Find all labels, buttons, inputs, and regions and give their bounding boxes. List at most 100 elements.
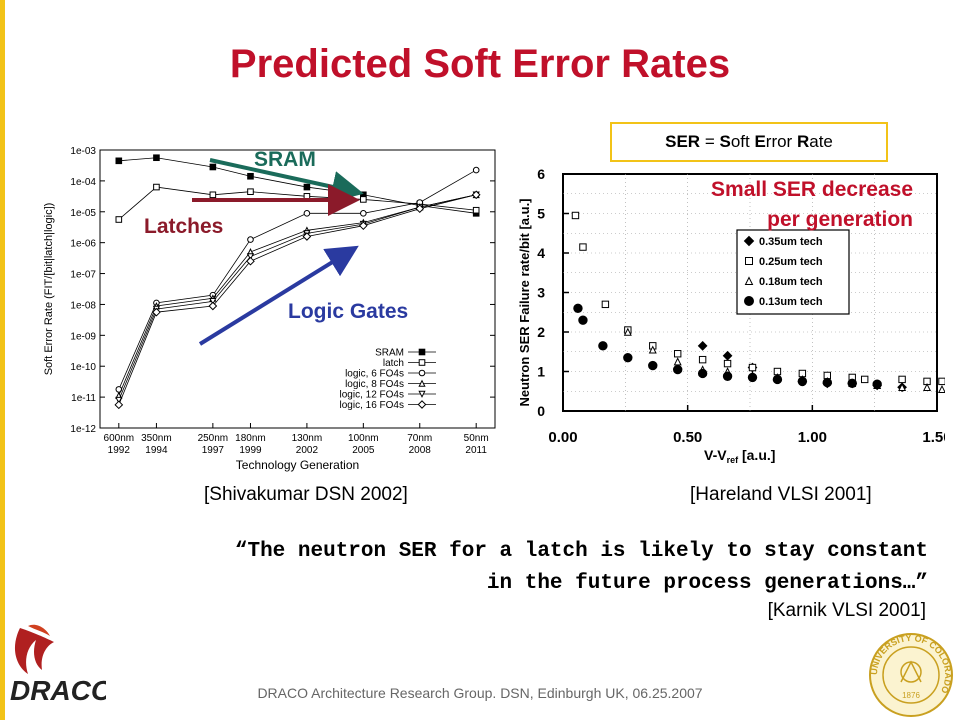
legend-marker	[744, 276, 754, 285]
data-point	[209, 191, 217, 199]
data-point	[648, 360, 658, 371]
left-chart-axes: 1e-03 1e-04 1e-05 1e-06 1e-07 1e-08 1e-09 1e-10…	[43, 146, 496, 472]
data-point	[153, 183, 160, 191]
quote-line-2: in the future process generations…”	[486, 572, 928, 595]
data-point	[722, 350, 733, 361]
series-0-13um-tech	[573, 303, 882, 389]
ser-abbrev: SER	[665, 132, 701, 151]
legend-marker	[743, 235, 755, 247]
data-point	[723, 359, 732, 368]
quote-line-1: “The neutron SER for a latch is likely t…	[234, 540, 928, 563]
left-x-axis-label: Technology Generation	[236, 458, 359, 472]
legend-label: 0.13um tech	[759, 296, 823, 308]
legend-label: SRAM	[375, 348, 404, 359]
series-line	[118, 194, 477, 401]
left-x-tick-label: 600nm	[104, 433, 135, 444]
legend-label: 0.35um tech	[759, 236, 823, 248]
footer: DRACO Architecture Research Group. DSN, …	[257, 685, 703, 701]
left-chart-series	[114, 154, 481, 410]
data-point	[246, 253, 255, 261]
data-point	[114, 400, 124, 410]
data-point	[579, 243, 587, 251]
data-point	[698, 355, 707, 364]
right-chart-legend: 0.35um tech 0.25um tech 0.18um tech 0.13um …	[736, 229, 850, 315]
ser-decrease-annotation-1: Small SER decrease	[711, 178, 913, 201]
right-y-tick-label: 4	[537, 245, 545, 261]
right-x-tick-label: 0.50	[673, 429, 702, 446]
data-point	[115, 396, 123, 405]
legend-marker	[418, 369, 426, 377]
data-point	[358, 221, 368, 231]
left-x-tick-year: 2002	[296, 445, 319, 456]
data-point	[648, 345, 657, 354]
logic-gates-annotation: Logic Gates	[288, 300, 408, 323]
legend-marker	[744, 296, 754, 306]
left-y-tick-label: 1e-07	[70, 270, 96, 281]
data-point	[360, 196, 367, 203]
left-x-tick-label: 50nm	[464, 433, 489, 444]
logic-arrow	[198, 245, 359, 346]
gold-accent-bar	[0, 0, 5, 720]
data-point	[673, 357, 682, 366]
data-point	[247, 172, 254, 180]
data-point	[208, 301, 218, 311]
series-0-18um-tech	[623, 327, 945, 393]
legend-label: logic, 8 FO4s	[345, 379, 404, 390]
seal-year: 1876	[902, 691, 920, 700]
data-point	[152, 307, 161, 317]
data-point	[623, 352, 633, 363]
data-point	[360, 210, 367, 217]
data-point	[623, 327, 632, 336]
data-point	[923, 382, 932, 391]
right-chart-series	[571, 211, 945, 393]
legend-label: logic, 6 FO4s	[345, 369, 404, 380]
data-point	[747, 372, 758, 383]
right-x-tick-label: 1.50	[922, 429, 945, 446]
ser-r: R	[796, 132, 810, 151]
data-point	[573, 303, 583, 314]
data-point	[938, 377, 945, 386]
legend-marker	[418, 379, 426, 387]
series-line	[118, 194, 477, 405]
data-point	[472, 206, 480, 214]
ser-decrease-annotation-2: per generation	[767, 208, 913, 231]
citation-shivakumar: [Shivakumar DSN 2002]	[204, 484, 408, 505]
data-point	[115, 157, 123, 165]
ser-s: S	[719, 132, 731, 151]
right-y-tick-label: 6	[537, 166, 545, 182]
series-line	[118, 157, 477, 214]
data-point	[672, 364, 683, 375]
left-y-tick-label: 1e-10	[70, 362, 96, 373]
data-point	[115, 216, 123, 223]
legend-marker	[418, 390, 426, 398]
left-x-tick-year: 2005	[352, 445, 375, 456]
right-x-axis-label: V-Vref [a.u.]	[704, 447, 775, 465]
ser-ate: ate	[809, 132, 833, 151]
left-x-tick-year: 2008	[409, 445, 432, 456]
series-logic-16-fo4s	[114, 190, 481, 410]
data-point	[415, 204, 425, 214]
data-point	[598, 341, 608, 351]
left-y-tick-label: 1e-06	[70, 239, 96, 250]
university-seal: UNIVERSITY OF COLORADO 1876	[869, 633, 953, 717]
legend-label: 0.18um tech	[759, 276, 823, 288]
data-point	[748, 363, 757, 372]
sram-annotation: SRAM	[254, 148, 316, 171]
data-point	[471, 190, 481, 200]
left-y-tick-label: 1e-05	[70, 208, 96, 219]
data-point	[247, 236, 254, 243]
data-point	[898, 382, 907, 391]
data-point	[571, 211, 580, 220]
right-chart-axes: 0 1 2 3 4 5 6 0.00 0.50 1.00 1.50 V-Vref [a.u.] Neut…	[517, 166, 945, 465]
draco-logo-text: DRACO	[10, 675, 106, 706]
left-x-tick-year: 1992	[108, 445, 131, 456]
left-x-tick-label: 70nm	[407, 433, 432, 444]
data-point	[822, 377, 832, 388]
left-y-tick-label: 1e-04	[70, 177, 96, 188]
left-x-tick-year: 2011	[465, 445, 487, 456]
legend-marker	[418, 348, 426, 356]
latches-annotation: Latches	[144, 215, 223, 238]
data-point	[722, 371, 733, 381]
